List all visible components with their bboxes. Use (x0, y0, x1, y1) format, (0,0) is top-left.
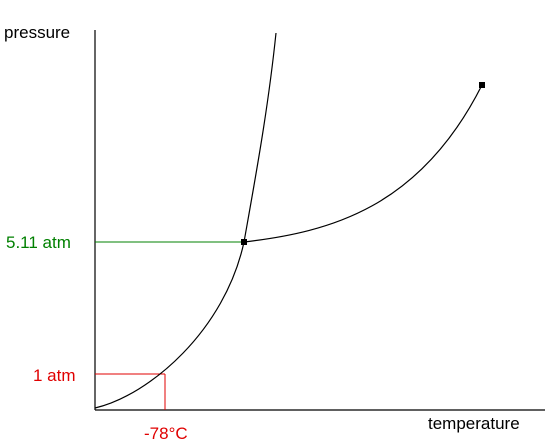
sublimation-temp-label: -78°C (144, 424, 188, 442)
critical-point-marker (479, 82, 485, 88)
one-atm-label: 1 atm (33, 366, 76, 385)
sublimation-curve (94, 241, 245, 409)
vaporization-curve (243, 84, 483, 243)
y-axis-label: pressure (4, 23, 70, 42)
melting-curve (243, 32, 277, 243)
triple-point-marker (241, 239, 247, 245)
x-axis-label: temperature (428, 414, 520, 433)
triple-point-pressure-label: 5.11 atm (6, 233, 71, 252)
